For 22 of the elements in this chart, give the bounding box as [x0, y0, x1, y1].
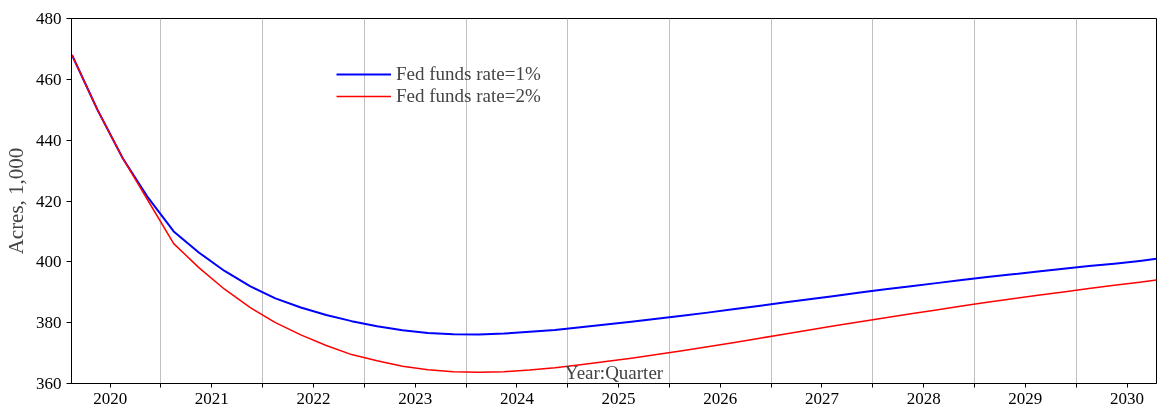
legend-label: Fed funds rate=2% — [396, 85, 541, 107]
x-tick-label: 2028 — [906, 388, 941, 406]
x-tick-label: 2030 — [1110, 388, 1145, 406]
x-axis-title: Year:Quarter — [564, 361, 664, 383]
x-tick-label: 2023 — [398, 388, 433, 406]
x-tick-label: 2024 — [499, 388, 535, 406]
y-tick-label: 420 — [36, 191, 62, 211]
x-tick-label: 2027 — [804, 388, 840, 406]
y-tick-label: 380 — [36, 313, 62, 333]
x-tick-label: 2022 — [296, 388, 331, 406]
x-tick-label: 2026 — [703, 388, 738, 406]
y-tick-label: 400 — [36, 252, 62, 272]
legend-label: Fed funds rate=1% — [396, 63, 541, 85]
y-tick-label: 440 — [36, 130, 62, 150]
x-tick-label: 2025 — [601, 388, 636, 406]
y-tick-label: 460 — [36, 69, 62, 89]
y-axis-title: Acres, 1,000 — [4, 147, 28, 255]
y-tick-label: 360 — [36, 374, 62, 393]
x-tick-label: 2029 — [1008, 388, 1043, 406]
y-tick-label: 480 — [36, 9, 62, 28]
x-tick-label: 2021 — [194, 388, 229, 406]
x-tick-label: 2020 — [93, 388, 128, 406]
